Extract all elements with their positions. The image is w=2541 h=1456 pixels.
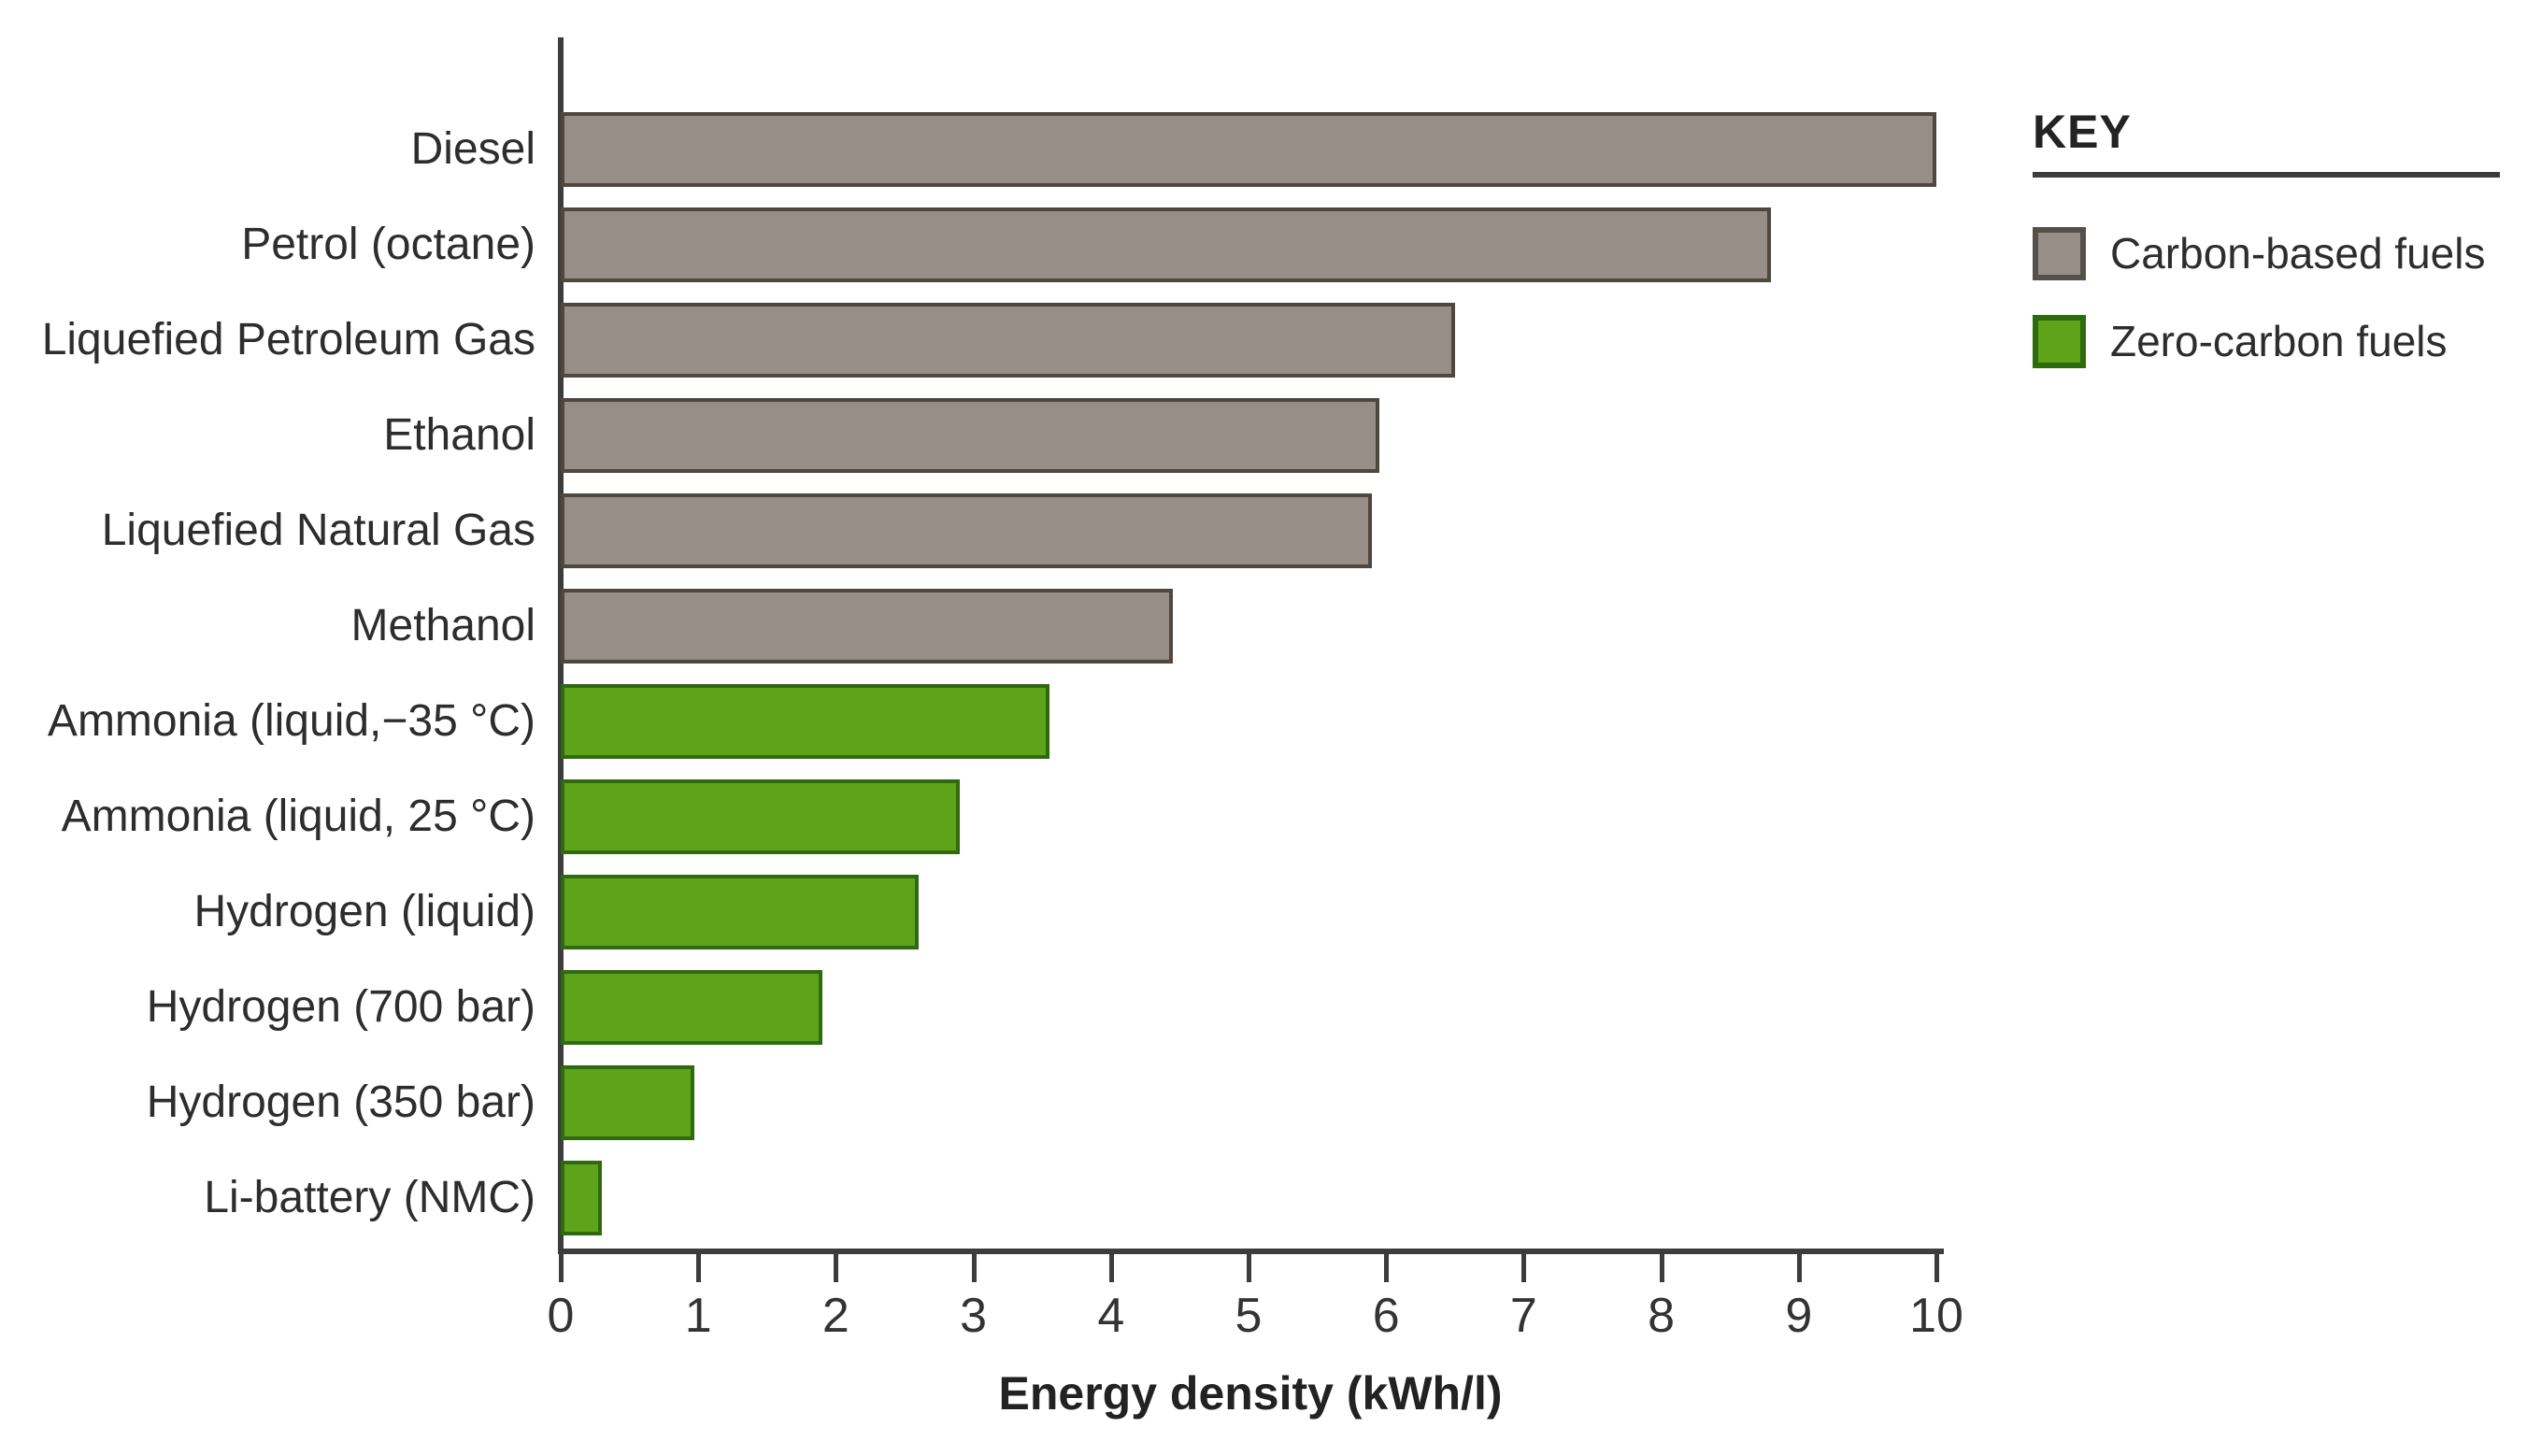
tick-label: 4 xyxy=(1097,1289,1125,1343)
tick-label: 2 xyxy=(821,1289,849,1343)
bar xyxy=(561,875,919,949)
x-axis-line xyxy=(558,1249,1944,1254)
x-axis-title: Energy density (kWh/l) xyxy=(998,1367,1503,1420)
category-label: Liquefied Petroleum Gas xyxy=(41,315,535,364)
tick-label: 8 xyxy=(1648,1289,1676,1343)
legend-item: Carbon-based fuels xyxy=(2033,226,2505,280)
category-label: Hydrogen (liquid) xyxy=(193,887,535,936)
bar xyxy=(561,303,1455,378)
category-label: Ammonia (liquid,−35 °C) xyxy=(47,696,535,746)
axis-tick xyxy=(696,1254,702,1282)
category-label: Ammonia (liquid, 25 °C) xyxy=(61,792,535,841)
legend-swatch xyxy=(2033,226,2086,280)
tick-label: 6 xyxy=(1372,1289,1400,1343)
tick-label: 1 xyxy=(684,1289,712,1343)
bar xyxy=(561,207,1772,282)
legend-underline xyxy=(2033,172,2500,178)
category-label: Liquefied Natural Gas xyxy=(101,506,535,555)
axis-tick xyxy=(559,1254,564,1282)
legend: KEY Carbon-based fuels Zero-carbon fuels xyxy=(2033,105,2505,402)
axis-tick xyxy=(1247,1254,1251,1282)
bar xyxy=(561,493,1373,568)
axis-tick xyxy=(1659,1254,1664,1282)
legend-title: KEY xyxy=(2033,106,2132,158)
tick-label: 3 xyxy=(960,1289,988,1343)
bar xyxy=(561,1065,694,1140)
category-label: Petrol (octane) xyxy=(241,220,535,269)
category-label: Methanol xyxy=(350,601,535,650)
bar xyxy=(561,779,960,854)
bar xyxy=(561,589,1174,664)
tick-label: 7 xyxy=(1509,1289,1537,1343)
axis-tick xyxy=(1384,1254,1390,1282)
tick-label: 10 xyxy=(1909,1289,1963,1343)
category-label: Li-battery (NMC) xyxy=(204,1173,535,1222)
bar xyxy=(561,1161,603,1235)
bar xyxy=(561,684,1049,759)
category-label: Hydrogen (350 bar) xyxy=(146,1078,535,1127)
bar xyxy=(561,112,1936,187)
tick-label: 0 xyxy=(547,1289,575,1343)
axis-tick xyxy=(1796,1254,1802,1282)
category-label: Diesel xyxy=(410,124,535,174)
legend-item: Zero-carbon fuels xyxy=(2033,314,2505,368)
tick-label: 5 xyxy=(1235,1289,1263,1343)
axis-tick xyxy=(1108,1254,1114,1282)
legend-item-label: Zero-carbon fuels xyxy=(2110,317,2448,365)
tick-label: 9 xyxy=(1785,1289,1813,1343)
legend-swatch xyxy=(2033,314,2086,368)
axis-tick xyxy=(971,1254,977,1282)
bar xyxy=(561,970,822,1045)
category-label: Hydrogen (700 bar) xyxy=(146,982,535,1032)
axis-tick xyxy=(1521,1254,1527,1282)
legend-item-label: Carbon-based fuels xyxy=(2110,229,2486,278)
axis-tick xyxy=(834,1254,839,1282)
legend-items: Carbon-based fuels Zero-carbon fuels xyxy=(2033,226,2505,368)
axis-tick xyxy=(1934,1254,1939,1282)
bar xyxy=(561,398,1379,473)
category-label: Ethanol xyxy=(383,410,535,460)
